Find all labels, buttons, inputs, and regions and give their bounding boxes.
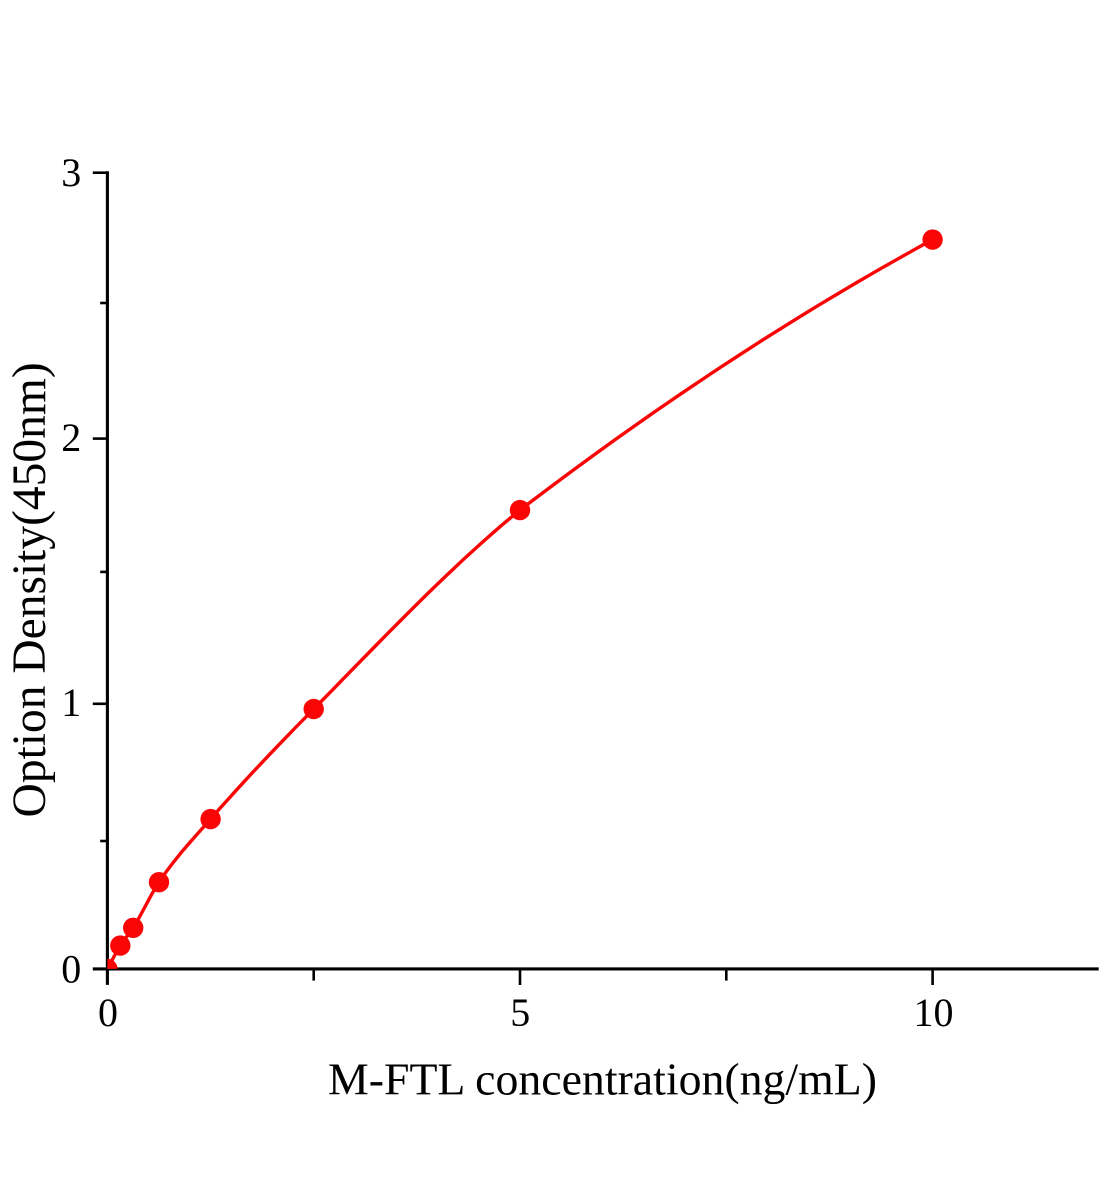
svg-text:0: 0 — [61, 947, 81, 992]
svg-text:0: 0 — [98, 990, 118, 1035]
svg-text:5: 5 — [510, 990, 530, 1035]
svg-text:2: 2 — [61, 415, 81, 460]
svg-text:Option Density(450nm): Option Density(450nm) — [4, 362, 56, 817]
svg-text:10: 10 — [914, 990, 954, 1035]
svg-text:M-FTL concentration(ng/mL): M-FTL concentration(ng/mL) — [328, 1054, 877, 1105]
svg-text:3: 3 — [61, 150, 81, 195]
svg-text:1: 1 — [61, 680, 81, 725]
